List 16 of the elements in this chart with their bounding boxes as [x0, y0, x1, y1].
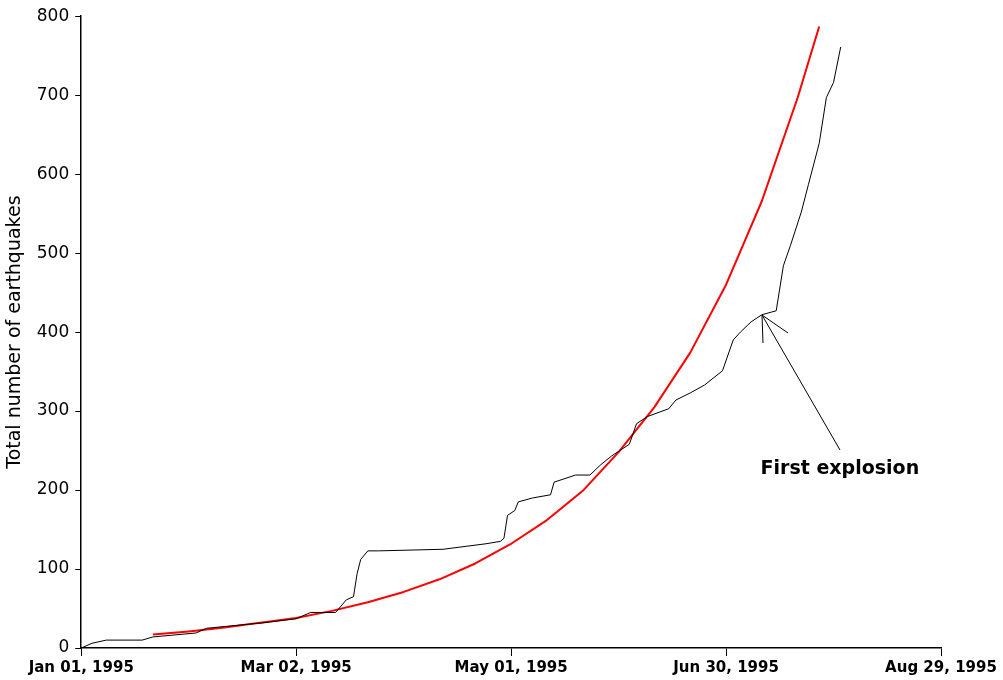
y-tick-label: 200: [36, 478, 70, 499]
y-tick-label: 300: [36, 399, 70, 420]
y-tick-label: 600: [36, 162, 70, 183]
x-tick-label: May 01, 1995: [454, 657, 568, 676]
y-axis-title: Total number of earthquakes: [2, 195, 25, 470]
x-tick-label: Jan 01, 1995: [27, 657, 134, 676]
y-tick-label: 500: [36, 241, 70, 262]
x-tick-label: Aug 29, 1995: [885, 657, 997, 676]
y-tick-label: 800: [36, 4, 70, 25]
y-tick-label: 0: [58, 636, 70, 657]
y-tick-label: 700: [36, 83, 70, 104]
y-tick-label: 400: [36, 320, 70, 341]
x-tick-label: Mar 02, 1995: [240, 657, 352, 676]
y-tick-label: 100: [36, 557, 70, 578]
annotation: First explosion: [760, 456, 920, 479]
x-tick-label: Jun 30, 1995: [672, 657, 779, 676]
